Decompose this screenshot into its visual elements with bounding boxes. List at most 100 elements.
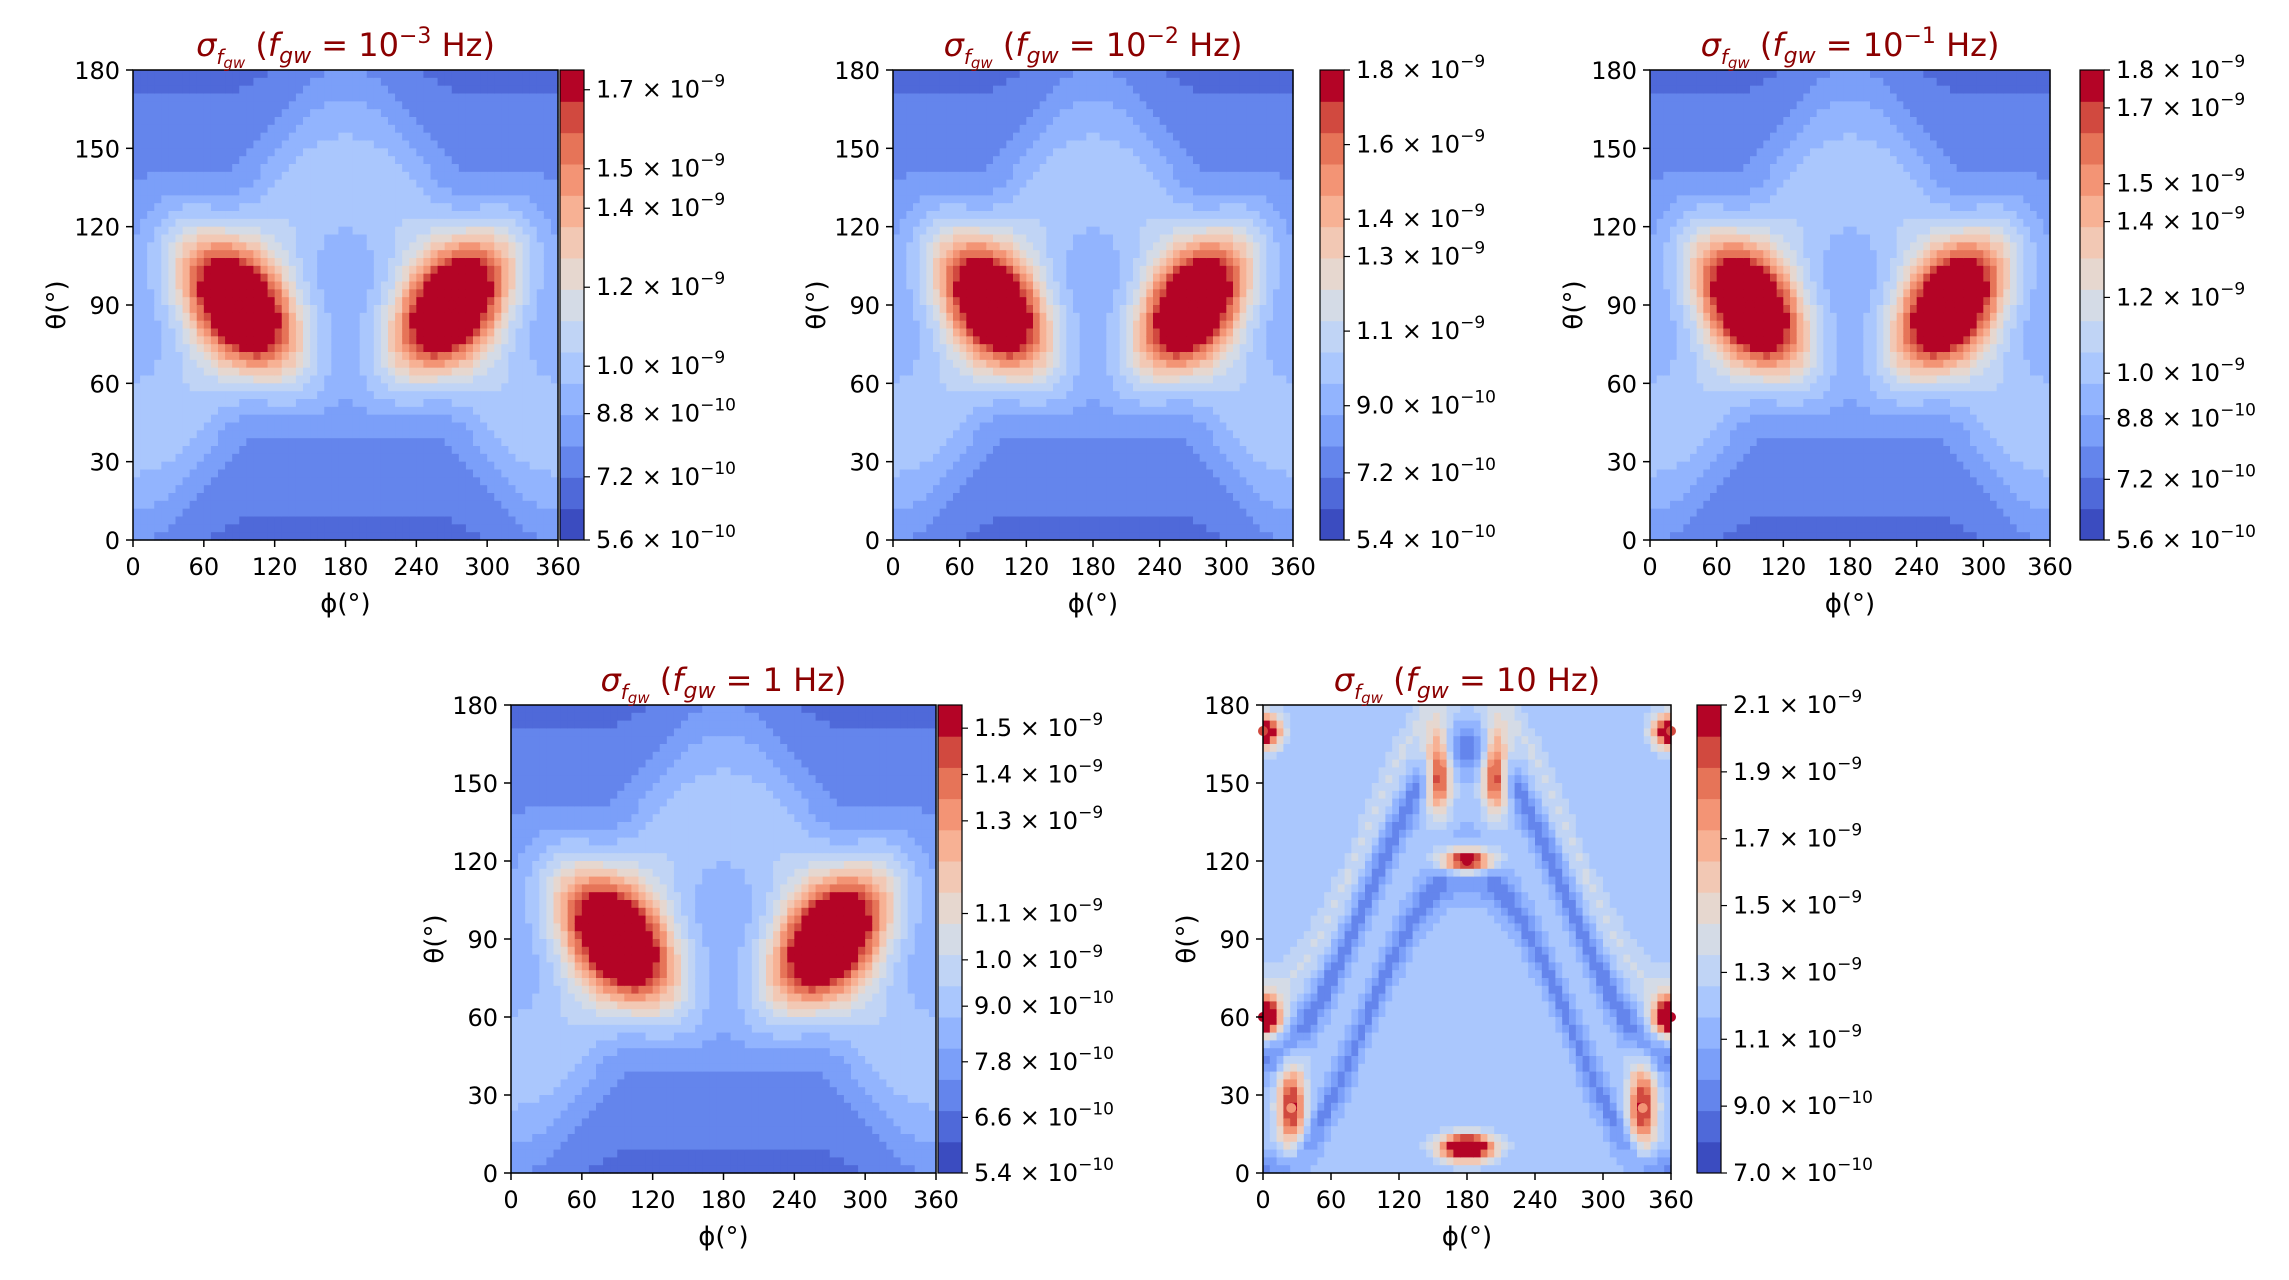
contour-cell [919,77,927,87]
contour-cell [295,500,304,510]
contour-cell [168,422,177,431]
contour-cell [979,101,987,110]
contour-cell [973,508,981,518]
contour-cell [1013,85,1021,95]
contour-cell [281,281,290,290]
contour-cell [437,516,446,525]
contour-cell [366,273,375,283]
contour-cell [494,383,502,392]
contour-cell [986,85,994,95]
contour-cell [906,234,914,243]
contour-cell [999,485,1007,494]
contour-cell [473,258,481,267]
contour-cell [437,117,446,126]
contour-cell [324,273,332,283]
contour-cell [366,508,375,518]
contour-cell [1033,93,1041,102]
contour-cell [473,171,481,181]
contour-cell [458,156,467,165]
contour-cell [480,312,488,322]
contour-cell [953,383,961,392]
contour-cell [919,85,927,95]
contour-cell [536,164,545,173]
contour-cell [239,171,247,181]
contour-cell [154,406,162,416]
contour-cell [959,203,967,212]
contour-cell [295,218,304,228]
x-axis-label: ϕ(°) [320,589,370,619]
contour-cell [1019,532,1027,541]
contour-cell [338,469,347,478]
contour-cell [529,124,538,134]
contour-cell [501,70,510,79]
contour-cell [324,375,332,384]
contour-cell [423,453,432,463]
contour-cell [1019,485,1027,494]
contour-cell [444,93,453,102]
contour-cell [388,532,396,541]
contour-cell [267,242,276,251]
contour-cell [402,422,410,431]
contour-cell [1013,493,1021,502]
contour-cell [210,101,219,110]
contour-cell [1006,485,1014,494]
contour-cell [409,218,417,228]
contour-cell [979,352,987,361]
contour-cell [274,124,283,134]
contour-cell [966,77,974,87]
contour-cell [458,446,467,455]
contour-cell [959,117,967,126]
contour-cell [359,391,368,400]
contour-cell [260,101,269,110]
contour-cell [906,258,914,267]
contour-cell [1013,164,1021,173]
contour-cell [953,446,961,455]
contour-cell [345,414,354,424]
contour-cell [310,469,318,478]
contour-cell [310,336,318,345]
contour-cell [508,508,517,518]
contour-cell [288,453,297,463]
contour-cell [416,359,425,369]
contour-cell [218,383,226,392]
contour-cell [536,289,545,298]
contour-cell [494,297,502,306]
contour-cell [423,195,432,204]
contour-cell [993,500,1001,510]
contour-cell [317,305,325,314]
contour-cell [154,195,162,204]
contour-cell [919,422,927,431]
contour-cell [288,273,297,283]
contour-cell [522,524,531,533]
contour-cell [338,218,347,228]
contour-cell [893,524,901,533]
contour-cell [1033,352,1041,361]
contour-cell [388,375,396,384]
contour-cell [899,461,907,471]
contour-cell [182,516,191,525]
contour-cell [253,164,262,173]
contour-cell [966,453,974,463]
contour-cell [253,156,262,165]
contour-cell [501,234,510,243]
contour-cell [899,438,907,447]
contour-cell [380,265,389,275]
contour-cell [451,203,460,212]
contour-cell [189,124,198,134]
contour-cell [147,132,155,142]
contour-cell [959,485,967,494]
contour-cell [366,164,375,173]
contour-cell [430,273,439,283]
contour-cell [409,367,417,377]
contour-cell [147,305,155,314]
contour-cell [246,305,255,314]
contour-cell [232,148,240,157]
contour-cell [416,179,425,189]
contour-cell [402,352,410,361]
contour-cell [458,148,467,157]
contour-cell [310,109,318,118]
contour-cell [451,156,460,165]
contour-cell [388,281,396,290]
contour-cell [899,477,907,486]
contour-cell [1026,477,1034,486]
